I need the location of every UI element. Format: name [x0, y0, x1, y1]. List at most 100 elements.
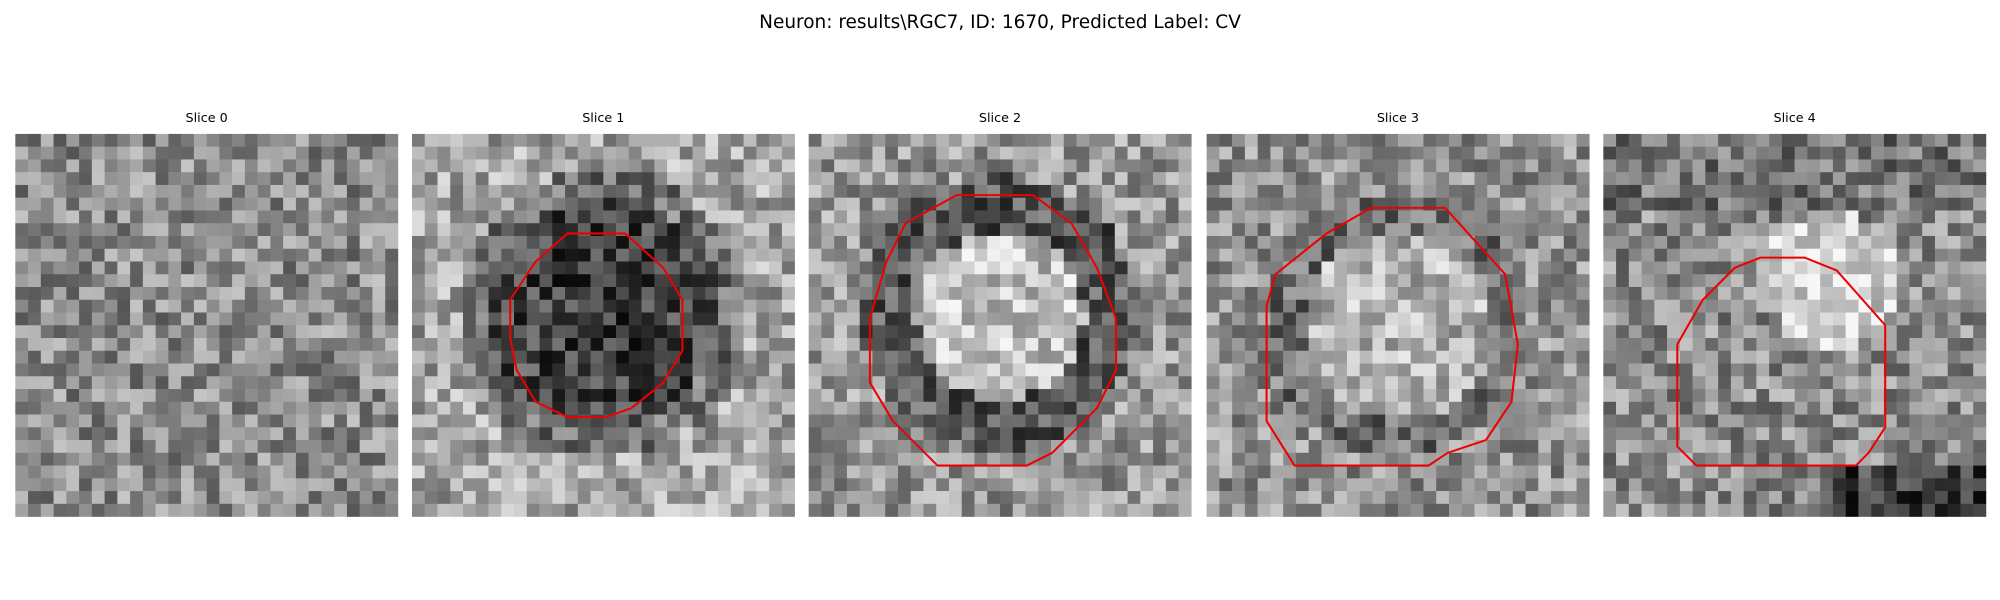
pixel	[769, 338, 783, 352]
pixel	[1385, 274, 1399, 288]
pixel	[514, 503, 528, 517]
pixel	[730, 235, 744, 249]
pixel	[756, 440, 770, 454]
pixel	[1500, 248, 1514, 262]
pixel	[1308, 286, 1322, 300]
pixel	[769, 363, 783, 377]
pixel	[283, 465, 297, 479]
pixel	[654, 325, 668, 339]
pixel	[1576, 197, 1590, 211]
pixel	[1153, 223, 1167, 237]
pixel	[117, 325, 131, 339]
pixel	[1794, 286, 1808, 300]
pixel	[1871, 389, 1885, 403]
pixel	[923, 350, 937, 364]
pixel	[1820, 223, 1834, 237]
pixel	[590, 299, 604, 313]
pixel	[1321, 465, 1335, 479]
pixel	[437, 159, 451, 173]
pixel	[501, 274, 515, 288]
pixel	[463, 401, 477, 415]
pixel	[1563, 248, 1577, 262]
pixel	[1257, 184, 1271, 198]
pixel	[859, 478, 873, 492]
pixel	[526, 350, 540, 364]
pixel	[1667, 452, 1681, 466]
pixel	[1947, 274, 1961, 288]
pixel	[1334, 376, 1348, 390]
pixel	[1576, 223, 1590, 237]
pixel	[936, 325, 950, 339]
pixel	[1563, 440, 1577, 454]
pixel	[1883, 133, 1897, 147]
pixel	[1628, 210, 1642, 224]
pixel	[15, 376, 29, 390]
pixel	[769, 414, 783, 428]
pixel	[1858, 503, 1872, 517]
pixel	[181, 210, 195, 224]
pixel	[346, 172, 360, 186]
pixel	[1270, 350, 1284, 364]
pixel	[1960, 478, 1974, 492]
pixel	[53, 133, 67, 147]
pixel	[1858, 491, 1872, 505]
pixel	[334, 261, 348, 275]
pixel	[1603, 452, 1617, 466]
pixel	[577, 465, 591, 479]
pixel	[1781, 235, 1795, 249]
pixel	[1973, 299, 1987, 313]
pixel	[1012, 401, 1026, 415]
pixel	[1012, 350, 1026, 364]
pixel	[1973, 172, 1987, 186]
pixel	[1883, 465, 1897, 479]
pixel	[1140, 223, 1154, 237]
pixel	[565, 376, 579, 390]
pixel	[514, 312, 528, 326]
pixel	[1654, 223, 1668, 237]
pixel	[450, 286, 464, 300]
pixel	[1858, 197, 1872, 211]
pixel	[1321, 414, 1335, 428]
pixel	[66, 325, 80, 339]
pixel	[79, 248, 93, 262]
pixel	[872, 465, 886, 479]
pixel	[1487, 338, 1501, 352]
pixel	[885, 389, 899, 403]
pixel	[1051, 427, 1065, 441]
pixel	[1397, 133, 1411, 147]
pixel	[1679, 414, 1693, 428]
pixel	[232, 210, 246, 224]
pixel	[692, 312, 706, 326]
pixel	[1934, 223, 1948, 237]
pixel	[1692, 389, 1706, 403]
pixel	[1679, 210, 1693, 224]
pixel	[1883, 350, 1897, 364]
pixel	[616, 465, 630, 479]
pixel	[552, 440, 566, 454]
pixel	[1295, 376, 1309, 390]
pixel	[1667, 312, 1681, 326]
pixel	[1576, 427, 1590, 441]
image-panel: Slice 3	[1206, 111, 1590, 517]
pixel	[1922, 248, 1936, 262]
pixel	[66, 197, 80, 211]
pixel	[219, 503, 233, 517]
pixel	[552, 503, 566, 517]
pixel	[1283, 427, 1297, 441]
pixel	[1512, 286, 1526, 300]
pixel	[1781, 414, 1795, 428]
pixel	[437, 427, 451, 441]
pixel	[910, 133, 924, 147]
pixel	[1423, 184, 1437, 198]
pixel	[437, 172, 451, 186]
pixel	[885, 350, 899, 364]
pixel	[244, 350, 258, 364]
pixel	[501, 223, 515, 237]
pixel	[66, 248, 80, 262]
pixel	[1153, 235, 1167, 249]
pixel	[270, 325, 284, 339]
pixel	[679, 286, 693, 300]
pixel	[1025, 440, 1039, 454]
pixel	[961, 197, 975, 211]
pixel	[808, 478, 822, 492]
